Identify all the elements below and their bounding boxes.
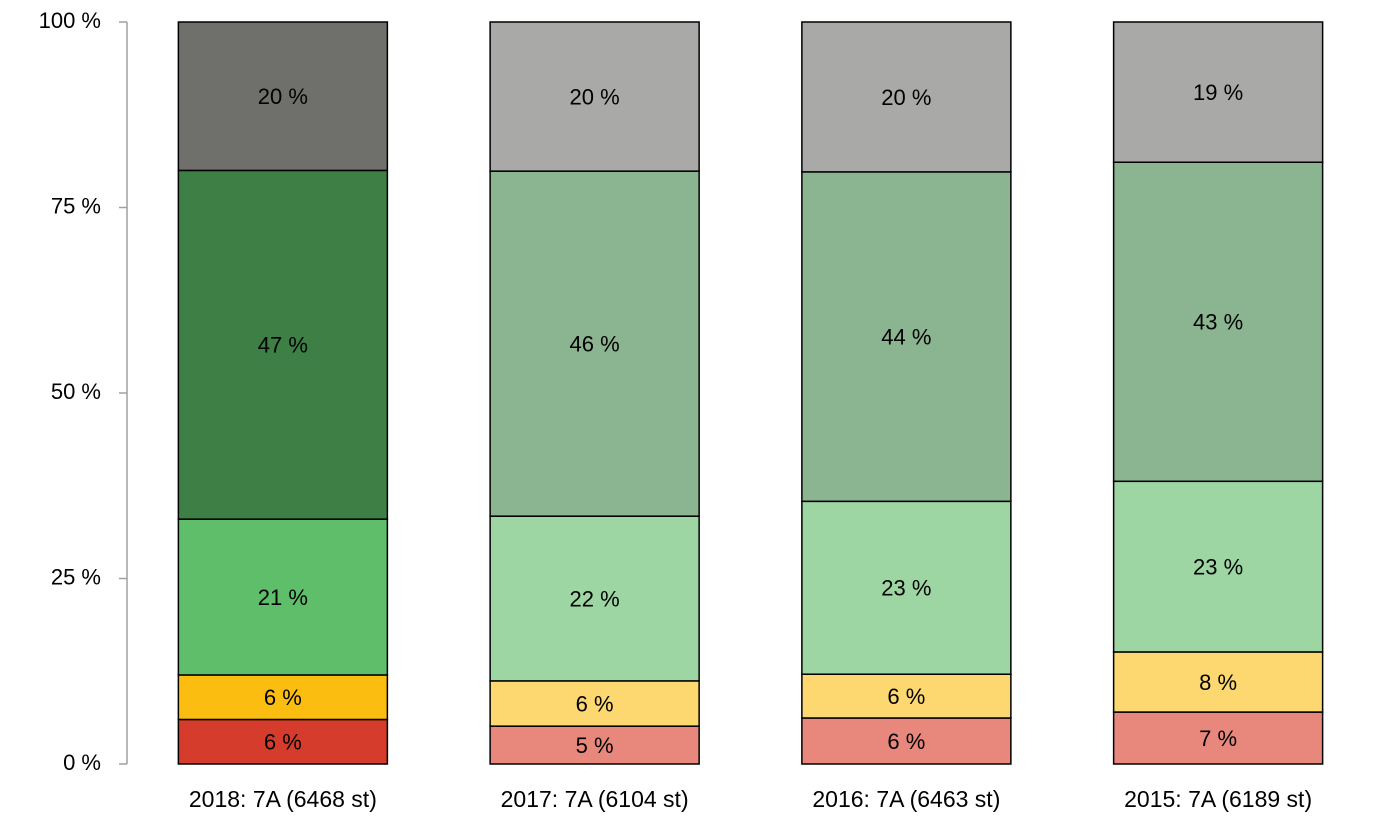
y-tick-label: 50 % [51,379,101,404]
data-label: 23 % [1193,554,1243,579]
x-tick-label: 2018: 7A (6468 st) [189,786,377,812]
data-label: 43 % [1193,310,1243,335]
bar-segment [489,21,700,172]
y-tick-label: 75 % [51,193,101,218]
bar-segment [801,500,1012,675]
bar-segment [801,171,1012,503]
data-label: 44 % [881,324,931,349]
data-label: 6 % [264,685,302,710]
data-label: 22 % [570,586,620,611]
x-tick-label: 2015: 7A (6189 st) [1124,786,1312,812]
y-tick-label: 25 % [51,564,101,589]
bar-segment [801,21,1012,173]
bar-segment [1112,651,1324,713]
bar-segment [177,518,389,676]
bar-segment [489,680,700,727]
data-label: 20 % [570,84,620,109]
bar-segment [801,717,1012,765]
bar-segment [177,674,389,721]
data-label: 47 % [258,333,308,358]
data-label: 20 % [881,85,931,110]
data-label: 6 % [887,729,925,754]
y-tick-label: 100 % [39,8,101,33]
data-label: 6 % [887,684,925,709]
bar-segment [1112,21,1324,163]
data-label: 19 % [1193,80,1243,105]
data-label: 20 % [258,84,308,109]
data-label: 23 % [881,576,931,601]
data-label: 8 % [1199,670,1237,695]
data-label: 46 % [570,331,620,356]
data-label: 5 % [576,733,614,758]
bar-segment [489,515,700,682]
data-label: 21 % [258,585,308,610]
data-label: 6 % [264,730,302,755]
bar-segment [177,21,389,172]
y-tick-label: 0 % [63,750,101,775]
data-label: 7 % [1199,726,1237,751]
x-tick-label: 2016: 7A (6463 st) [812,786,1000,812]
bar-segment [177,718,389,765]
bar-segment [489,170,700,517]
bar-segment [489,725,700,765]
x-tick-label: 2017: 7A (6104 st) [501,786,689,812]
bar-segment [1112,161,1324,483]
bar-segment [1112,711,1324,765]
data-label: 6 % [576,691,614,716]
